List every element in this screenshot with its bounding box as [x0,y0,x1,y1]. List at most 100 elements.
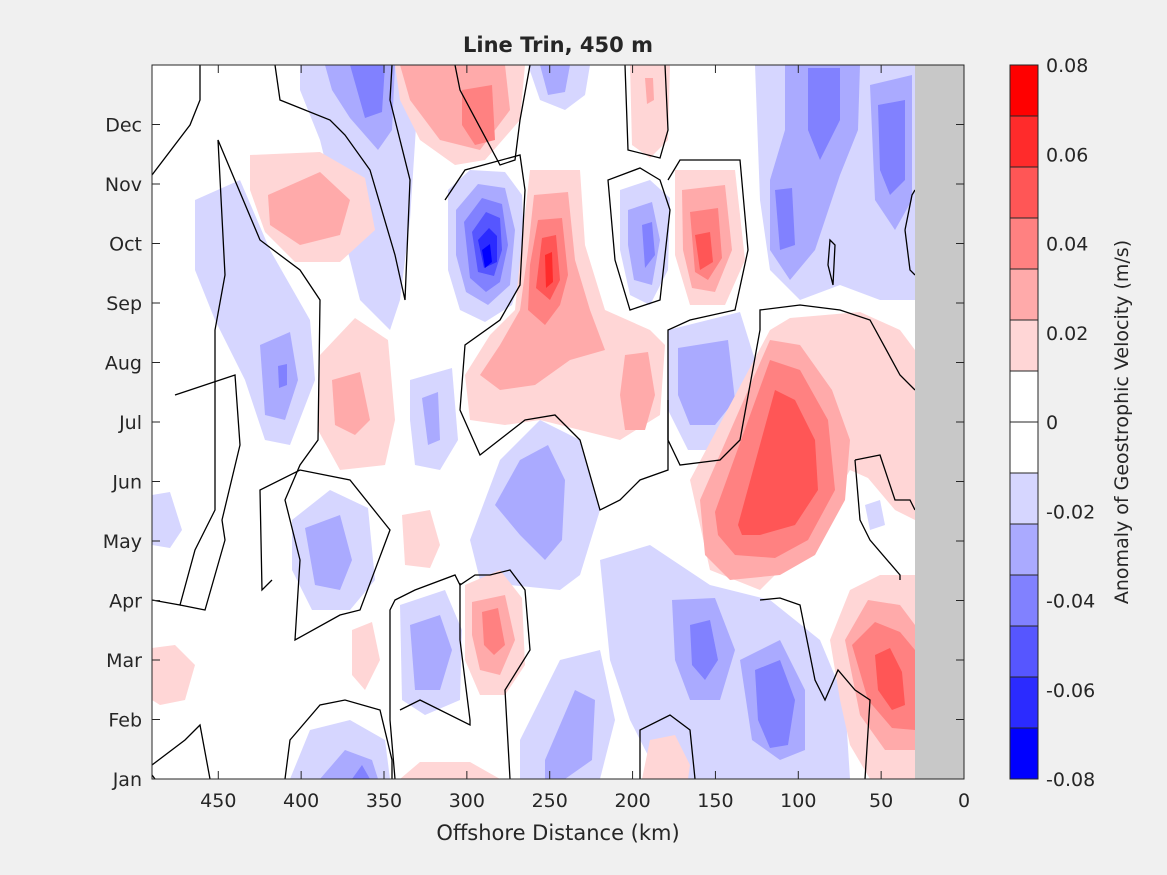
x-tick-label: 300 [449,790,485,812]
x-tick-label: 100 [780,790,816,812]
contour-red-160-l4 [695,232,713,270]
y-tick-label: Oct [109,234,142,256]
colorbar-segment [1010,167,1038,219]
chart-title: Line Trin, 450 m [463,33,653,57]
zero-contour-line [624,65,669,159]
contour-red-right-l4 [738,390,818,535]
x-tick-label: 250 [532,790,568,812]
colorbar-segment [1010,116,1038,168]
zero-contour-line [399,583,471,727]
zero-contour-line [854,459,901,580]
contour-red-top190b [645,78,654,104]
zero-contour-line [152,139,391,642]
x-tick-label: 450 [200,790,236,812]
contour-red-mid-l5 [545,252,553,288]
contour-blue-coast-may [865,500,885,530]
contour-blue-feb240-l2 [545,690,595,779]
contour-red-mid-sub [620,352,655,430]
contour-blue-190-l3 [642,222,655,268]
contour-red-mar-left [152,645,195,705]
contour-blue-feb-l5 [690,620,718,680]
zero-contour-line [607,167,671,311]
colorbar-segment [1010,320,1038,372]
y-tick-label: Jul [118,412,142,434]
contour-blue-l3 [350,65,385,118]
colorbar-segment [1010,65,1038,117]
contour-blue-aug-left-l3 [278,364,287,388]
zero-contour-line [284,699,393,779]
colorbar-tick-label: -0.04 [1046,591,1095,613]
no-data-region [915,65,964,779]
contour-blue-top2b [540,65,570,95]
zero-contour-line [389,569,531,779]
x-tick-label: 200 [614,790,650,812]
colorbar-segment [1010,371,1038,423]
x-tick-label: 50 [869,790,893,812]
contour-red-jan200 [642,735,690,779]
contour-red-jul-l2 [332,372,370,435]
colorbar-tick-label: 0.08 [1046,55,1088,77]
colorbar-segment [1010,626,1038,678]
y-tick-label: Nov [105,174,142,196]
y-tick-label: Sep [106,293,142,315]
contour-red-apr-l3 [482,608,505,655]
zero-contour-line [854,454,916,511]
colorbar-segment [1010,269,1038,321]
contour-blue-right-l6 [878,100,905,195]
zero-contour-line [444,154,669,511]
zero-contour-line [667,159,916,466]
colorbar-tick-label: 0.06 [1046,144,1088,166]
colorbar-tick-label: 0 [1046,412,1058,434]
zero-contour-line [827,238,836,286]
colorbar-tick-label: -0.06 [1046,680,1095,702]
contour-blue-right-l3 [808,68,840,160]
colorbar: 0.08 0.06 0.04 0.02 0 -0.02 -0.04 -0.06 -0.08 [1009,55,1095,791]
x-tick-label: 350 [366,790,402,812]
y-tick-label: Mar [106,650,142,672]
colorbar-segment [1010,575,1038,627]
contour-red-may [402,510,440,568]
y-tick-label: Feb [108,710,142,732]
contour-red-jan300 [400,762,500,779]
colorbar-frame [1009,64,1039,780]
contour-red-top190 [630,65,670,158]
colorbar-tick-label: -0.02 [1046,501,1095,523]
colorbar-tick-label: 0.04 [1046,234,1088,256]
contour-red-apr-small [352,622,380,690]
contour-blue-may-l2 [305,515,352,590]
colorbar-segment [1010,473,1038,525]
y-axis: Jan Feb Mar Apr May Jun Jul Aug Sep Oct Nov Dec [103,115,964,791]
contour-blue-jul-l2 [422,392,440,445]
y-tick-label: Dec [105,115,142,137]
colorbar-segment [1010,677,1038,729]
zero-contour-line [152,65,201,176]
x-tick-label: 0 [958,790,970,812]
contour-blue-mar-l2 [410,615,452,690]
y-tick-label: Jun [111,472,142,494]
contour-blue-core-l6 [482,244,492,268]
y-tick-label: Jan [112,769,142,791]
contour-blue-aug-right-l2 [678,340,735,425]
colorbar-tick-label: 0.02 [1046,323,1088,345]
zero-contours [152,65,916,779]
plot-area [151,64,965,780]
zero-contour-line [904,189,916,276]
contour-fills [152,65,915,779]
colorbar-segment [1010,728,1038,780]
zero-contour-line [759,597,871,779]
contour-red-top-l3 [462,85,495,145]
colorbar-segment [1010,218,1038,270]
y-tick-label: Aug [105,353,142,375]
x-tick-label: 150 [697,790,733,812]
contour-red-left-l2 [268,172,350,245]
colorbar-tick-label: -0.08 [1046,769,1095,791]
x-tick-label: 400 [283,790,319,812]
zero-contour-line [152,723,211,779]
zero-contour-line [274,65,411,301]
zero-contour-line [454,65,531,166]
contour-blue-jun-l2 [495,445,565,560]
y-tick-label: Apr [109,591,142,613]
contour-blue-jan-l3 [352,765,370,779]
colorbar-label: Anomaly of Geostrophic Velocity (m/s) [1111,240,1133,604]
